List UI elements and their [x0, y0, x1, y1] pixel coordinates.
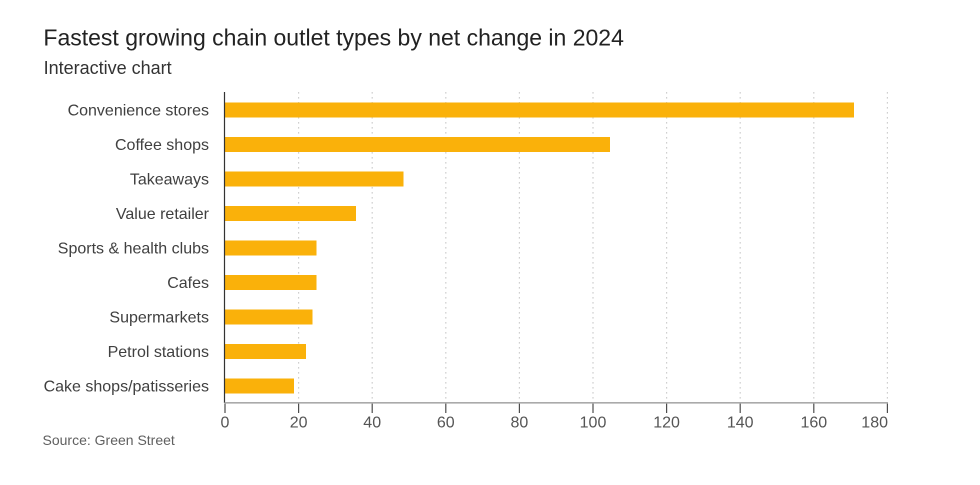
svg-text:Petrol stations: Petrol stations [108, 344, 209, 361]
svg-text:Supermarkets: Supermarkets [109, 310, 209, 327]
svg-text:Interactive chart: Interactive chart [44, 58, 172, 78]
svg-text:40: 40 [363, 415, 381, 432]
svg-text:Coffee shops: Coffee shops [115, 137, 209, 154]
svg-text:0: 0 [221, 415, 230, 432]
svg-text:Sports & health clubs: Sports & health clubs [58, 241, 209, 258]
svg-text:Takeaways: Takeaways [130, 172, 209, 189]
svg-text:Value retailer: Value retailer [116, 206, 210, 223]
svg-text:120: 120 [653, 415, 680, 432]
svg-text:Cake shops/patisseries: Cake shops/patisseries [44, 379, 209, 396]
svg-text:Source: Green Street: Source: Green Street [43, 432, 175, 448]
svg-text:20: 20 [290, 415, 308, 432]
svg-text:180: 180 [861, 415, 888, 432]
svg-text:160: 160 [800, 415, 827, 432]
svg-text:60: 60 [437, 415, 455, 432]
svg-text:Cafes: Cafes [167, 275, 209, 292]
svg-text:Convenience stores: Convenience stores [68, 103, 209, 120]
svg-text:Fastest growing chain outlet t: Fastest growing chain outlet types by ne… [43, 25, 624, 51]
svg-text:80: 80 [511, 415, 529, 432]
svg-text:140: 140 [727, 415, 754, 432]
svg-text:100: 100 [580, 415, 607, 432]
